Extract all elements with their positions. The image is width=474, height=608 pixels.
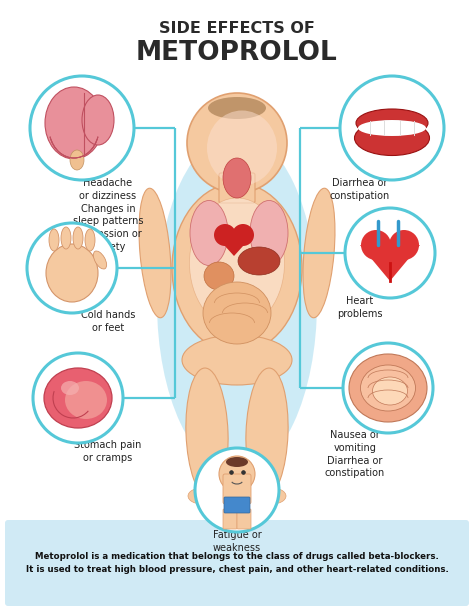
Ellipse shape: [182, 335, 292, 385]
Circle shape: [27, 223, 117, 313]
Text: Fatigue or
weakness: Fatigue or weakness: [213, 530, 261, 553]
Circle shape: [195, 448, 279, 532]
Text: SIDE EFFECTS OF: SIDE EFFECTS OF: [159, 21, 315, 36]
Ellipse shape: [203, 282, 271, 344]
Ellipse shape: [139, 188, 171, 318]
Polygon shape: [360, 245, 420, 281]
Ellipse shape: [44, 368, 112, 428]
Ellipse shape: [49, 229, 59, 251]
Circle shape: [345, 208, 435, 298]
Polygon shape: [215, 235, 253, 256]
Ellipse shape: [73, 227, 83, 249]
Ellipse shape: [45, 87, 103, 159]
FancyBboxPatch shape: [5, 520, 469, 606]
Ellipse shape: [208, 97, 266, 119]
Text: Nausea or
vomiting
Diarrhea or
constipation: Nausea or vomiting Diarrhea or constipat…: [325, 430, 385, 478]
FancyBboxPatch shape: [219, 173, 255, 203]
Ellipse shape: [361, 230, 391, 260]
Text: METOPROLOL: METOPROLOL: [136, 40, 338, 66]
Text: Heart
problems: Heart problems: [337, 296, 383, 319]
Ellipse shape: [355, 120, 429, 156]
Ellipse shape: [356, 109, 428, 137]
FancyBboxPatch shape: [223, 509, 237, 529]
Text: Stomach pain
or cramps: Stomach pain or cramps: [74, 440, 142, 463]
Ellipse shape: [188, 488, 216, 504]
Ellipse shape: [172, 183, 302, 353]
Ellipse shape: [204, 262, 234, 290]
Ellipse shape: [223, 158, 251, 198]
Text: Diarrhea or
constipation: Diarrhea or constipation: [330, 178, 390, 201]
Circle shape: [343, 343, 433, 433]
Ellipse shape: [70, 150, 84, 170]
Ellipse shape: [190, 198, 284, 328]
FancyBboxPatch shape: [223, 474, 251, 504]
Ellipse shape: [389, 230, 419, 260]
Ellipse shape: [190, 201, 228, 266]
Ellipse shape: [226, 457, 248, 467]
Text: Cold hands
or feet: Cold hands or feet: [81, 310, 135, 333]
Ellipse shape: [358, 120, 426, 136]
Ellipse shape: [46, 244, 98, 302]
Ellipse shape: [232, 224, 254, 246]
Ellipse shape: [258, 488, 286, 504]
Ellipse shape: [349, 354, 427, 422]
Circle shape: [187, 93, 287, 193]
Ellipse shape: [186, 368, 228, 498]
Ellipse shape: [246, 368, 288, 498]
Ellipse shape: [207, 111, 277, 185]
Ellipse shape: [61, 227, 71, 249]
Circle shape: [30, 76, 134, 180]
Text: Headache
or dizziness
Changes in
sleep patterns
Depression or
anxiety: Headache or dizziness Changes in sleep p…: [73, 178, 143, 252]
Ellipse shape: [250, 201, 288, 266]
Text: Metoprolol is a medication that belongs to the class of drugs called beta-blocke: Metoprolol is a medication that belongs …: [26, 552, 448, 574]
Ellipse shape: [303, 188, 335, 318]
Ellipse shape: [373, 377, 408, 405]
Circle shape: [33, 353, 123, 443]
Ellipse shape: [85, 229, 95, 251]
Ellipse shape: [238, 247, 280, 275]
Ellipse shape: [65, 381, 107, 419]
FancyBboxPatch shape: [237, 509, 251, 529]
Ellipse shape: [361, 365, 416, 411]
Ellipse shape: [61, 381, 79, 395]
Ellipse shape: [214, 224, 236, 246]
Ellipse shape: [93, 251, 107, 269]
FancyBboxPatch shape: [224, 497, 250, 513]
Ellipse shape: [157, 133, 317, 473]
Circle shape: [340, 76, 444, 180]
Circle shape: [219, 456, 255, 492]
Ellipse shape: [82, 95, 114, 145]
